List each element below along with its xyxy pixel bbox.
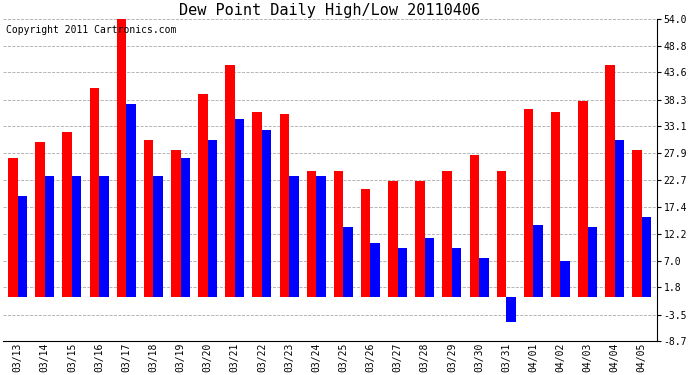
Bar xyxy=(615,140,624,297)
Bar xyxy=(253,111,262,297)
Bar xyxy=(642,217,651,297)
Bar xyxy=(181,158,190,297)
Bar xyxy=(198,93,208,297)
Title: Dew Point Daily High/Low 20110406: Dew Point Daily High/Low 20110406 xyxy=(179,3,480,18)
Bar xyxy=(307,171,316,297)
Text: Copyright 2011 Cartronics.com: Copyright 2011 Cartronics.com xyxy=(6,26,177,35)
Bar xyxy=(208,140,217,297)
Bar xyxy=(279,114,289,297)
Bar xyxy=(605,65,615,297)
Bar xyxy=(560,261,570,297)
Bar xyxy=(171,150,181,297)
Bar xyxy=(551,111,560,297)
Bar xyxy=(262,129,271,297)
Bar xyxy=(533,225,543,297)
Bar xyxy=(153,176,163,297)
Bar xyxy=(289,176,299,297)
Bar xyxy=(361,189,371,297)
Bar xyxy=(90,88,99,297)
Bar xyxy=(524,109,533,297)
Bar xyxy=(632,150,642,297)
Bar xyxy=(371,243,380,297)
Bar xyxy=(388,181,397,297)
Bar xyxy=(425,237,434,297)
Bar xyxy=(588,227,597,297)
Bar xyxy=(506,297,515,322)
Bar xyxy=(235,119,244,297)
Bar xyxy=(126,104,136,297)
Bar xyxy=(63,132,72,297)
Bar xyxy=(72,176,81,297)
Bar xyxy=(117,19,126,297)
Bar xyxy=(469,155,479,297)
Bar xyxy=(578,101,588,297)
Bar xyxy=(226,65,235,297)
Bar xyxy=(18,196,27,297)
Bar xyxy=(415,181,425,297)
Bar xyxy=(316,176,326,297)
Bar xyxy=(452,248,462,297)
Bar xyxy=(45,176,55,297)
Bar xyxy=(397,248,407,297)
Bar xyxy=(8,158,18,297)
Bar xyxy=(144,140,153,297)
Bar xyxy=(479,258,489,297)
Bar xyxy=(344,227,353,297)
Bar xyxy=(99,176,108,297)
Bar xyxy=(35,142,45,297)
Bar xyxy=(497,171,506,297)
Bar xyxy=(334,171,344,297)
Bar xyxy=(442,171,452,297)
